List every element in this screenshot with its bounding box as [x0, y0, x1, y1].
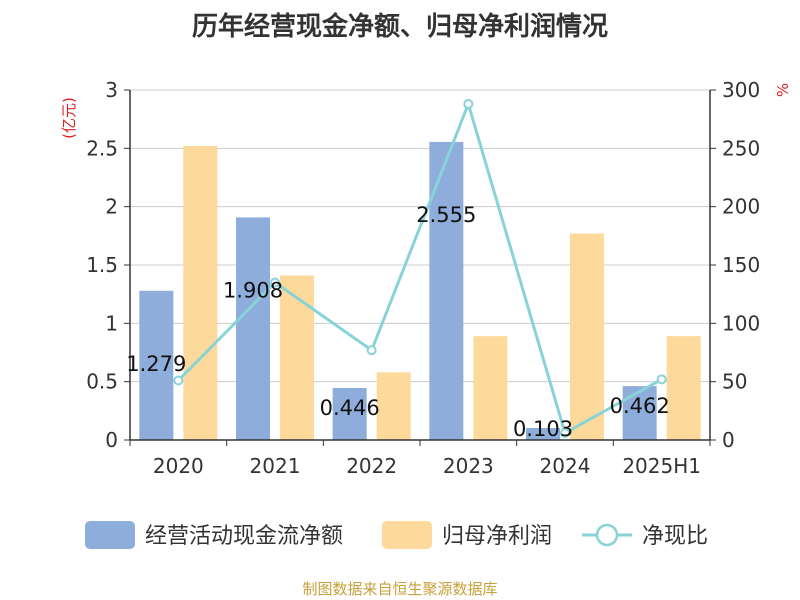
- left-axis-unit: (亿元): [60, 97, 78, 139]
- cashflow-data-label: 2.555: [416, 203, 476, 227]
- grid-lines: [130, 89, 710, 383]
- ratio-point: [560, 428, 570, 438]
- net-profit-bar: [473, 336, 508, 440]
- legend: 经营活动现金流净额 归母净利润 净现比: [85, 521, 708, 549]
- left-tick-label: 0: [105, 428, 118, 452]
- cashflow-data-label: 1.279: [126, 352, 186, 376]
- legend-label-ratio: 净现比: [642, 524, 708, 549]
- x-tick-label: 2023: [443, 454, 494, 478]
- ratio-point: [463, 99, 474, 109]
- bars: [139, 141, 701, 440]
- right-tick-label: 200: [722, 195, 760, 219]
- legend-label-cashflow: 经营活动现金流净额: [145, 524, 343, 549]
- x-tick-label: 2024: [540, 454, 591, 478]
- right-tick-label: 150: [722, 253, 760, 277]
- cashflow-bar: [139, 290, 174, 440]
- legend-swatch-cashflow: [85, 521, 135, 549]
- net-profit-bar: [666, 336, 701, 440]
- cashflow-bar: [622, 386, 657, 440]
- right-tick-label: 100: [722, 311, 760, 335]
- cashflow-data-label: 1.908: [223, 278, 283, 302]
- net-profit-bar: [280, 275, 314, 440]
- right-tick-label: 50: [722, 370, 747, 394]
- left-tick-label: 2.5: [86, 136, 118, 160]
- cashflow-bar: [332, 387, 367, 440]
- ratio-line-path: [177, 99, 663, 436]
- data-labels: 1.279 1.908 0.446 2.555 0.103 0.462: [126, 203, 669, 441]
- net-profit-bar: [570, 233, 604, 440]
- left-tick-label: 0.5: [86, 370, 118, 394]
- chart-title: 历年经营现金净额、归母净利润情况: [191, 12, 608, 42]
- net-profit-bar: [376, 372, 411, 440]
- source-note: 制图数据来自恒生聚源数据库: [302, 580, 498, 598]
- left-tick-label: 1: [105, 311, 118, 335]
- legend-swatch-net-profit: [382, 521, 432, 549]
- ratio-point: [656, 374, 667, 385]
- cashflow-bar: [236, 217, 270, 440]
- x-tick-label: 2022: [346, 454, 397, 478]
- x-tick-label: 2020: [153, 454, 204, 478]
- right-tick-label: 250: [722, 136, 760, 160]
- cashflow-data-label: 0.446: [320, 396, 380, 420]
- right-tick-label: 0: [722, 428, 735, 452]
- right-tick-label: 300: [722, 78, 760, 102]
- legend-label-net-profit: 归母净利润: [442, 524, 552, 549]
- left-tick-label: 3: [105, 78, 118, 102]
- left-tick-label: 2: [105, 195, 118, 219]
- cashflow-data-label: 0.462: [610, 394, 670, 418]
- ratio-point: [270, 277, 280, 288]
- legend-marker-ratio: [595, 523, 619, 547]
- left-tick-label: 1.5: [86, 253, 118, 277]
- axes: 0 0.5 1 1.5 2 2.5 3 0 50 100 150 200 250 300 (亿元)% 2020…: [60, 78, 792, 478]
- net-profit-bar: [183, 146, 218, 440]
- x-tick-label: 2021: [250, 454, 301, 478]
- cashflow-data-label: 0.103: [513, 417, 573, 441]
- ratio-point: [173, 375, 184, 386]
- ratio-line: [173, 99, 667, 438]
- cashflow-bar: [526, 427, 560, 440]
- ratio-point: [366, 345, 377, 356]
- x-tick-label: 2025H1: [622, 454, 701, 478]
- right-axis-unit: %: [774, 83, 792, 97]
